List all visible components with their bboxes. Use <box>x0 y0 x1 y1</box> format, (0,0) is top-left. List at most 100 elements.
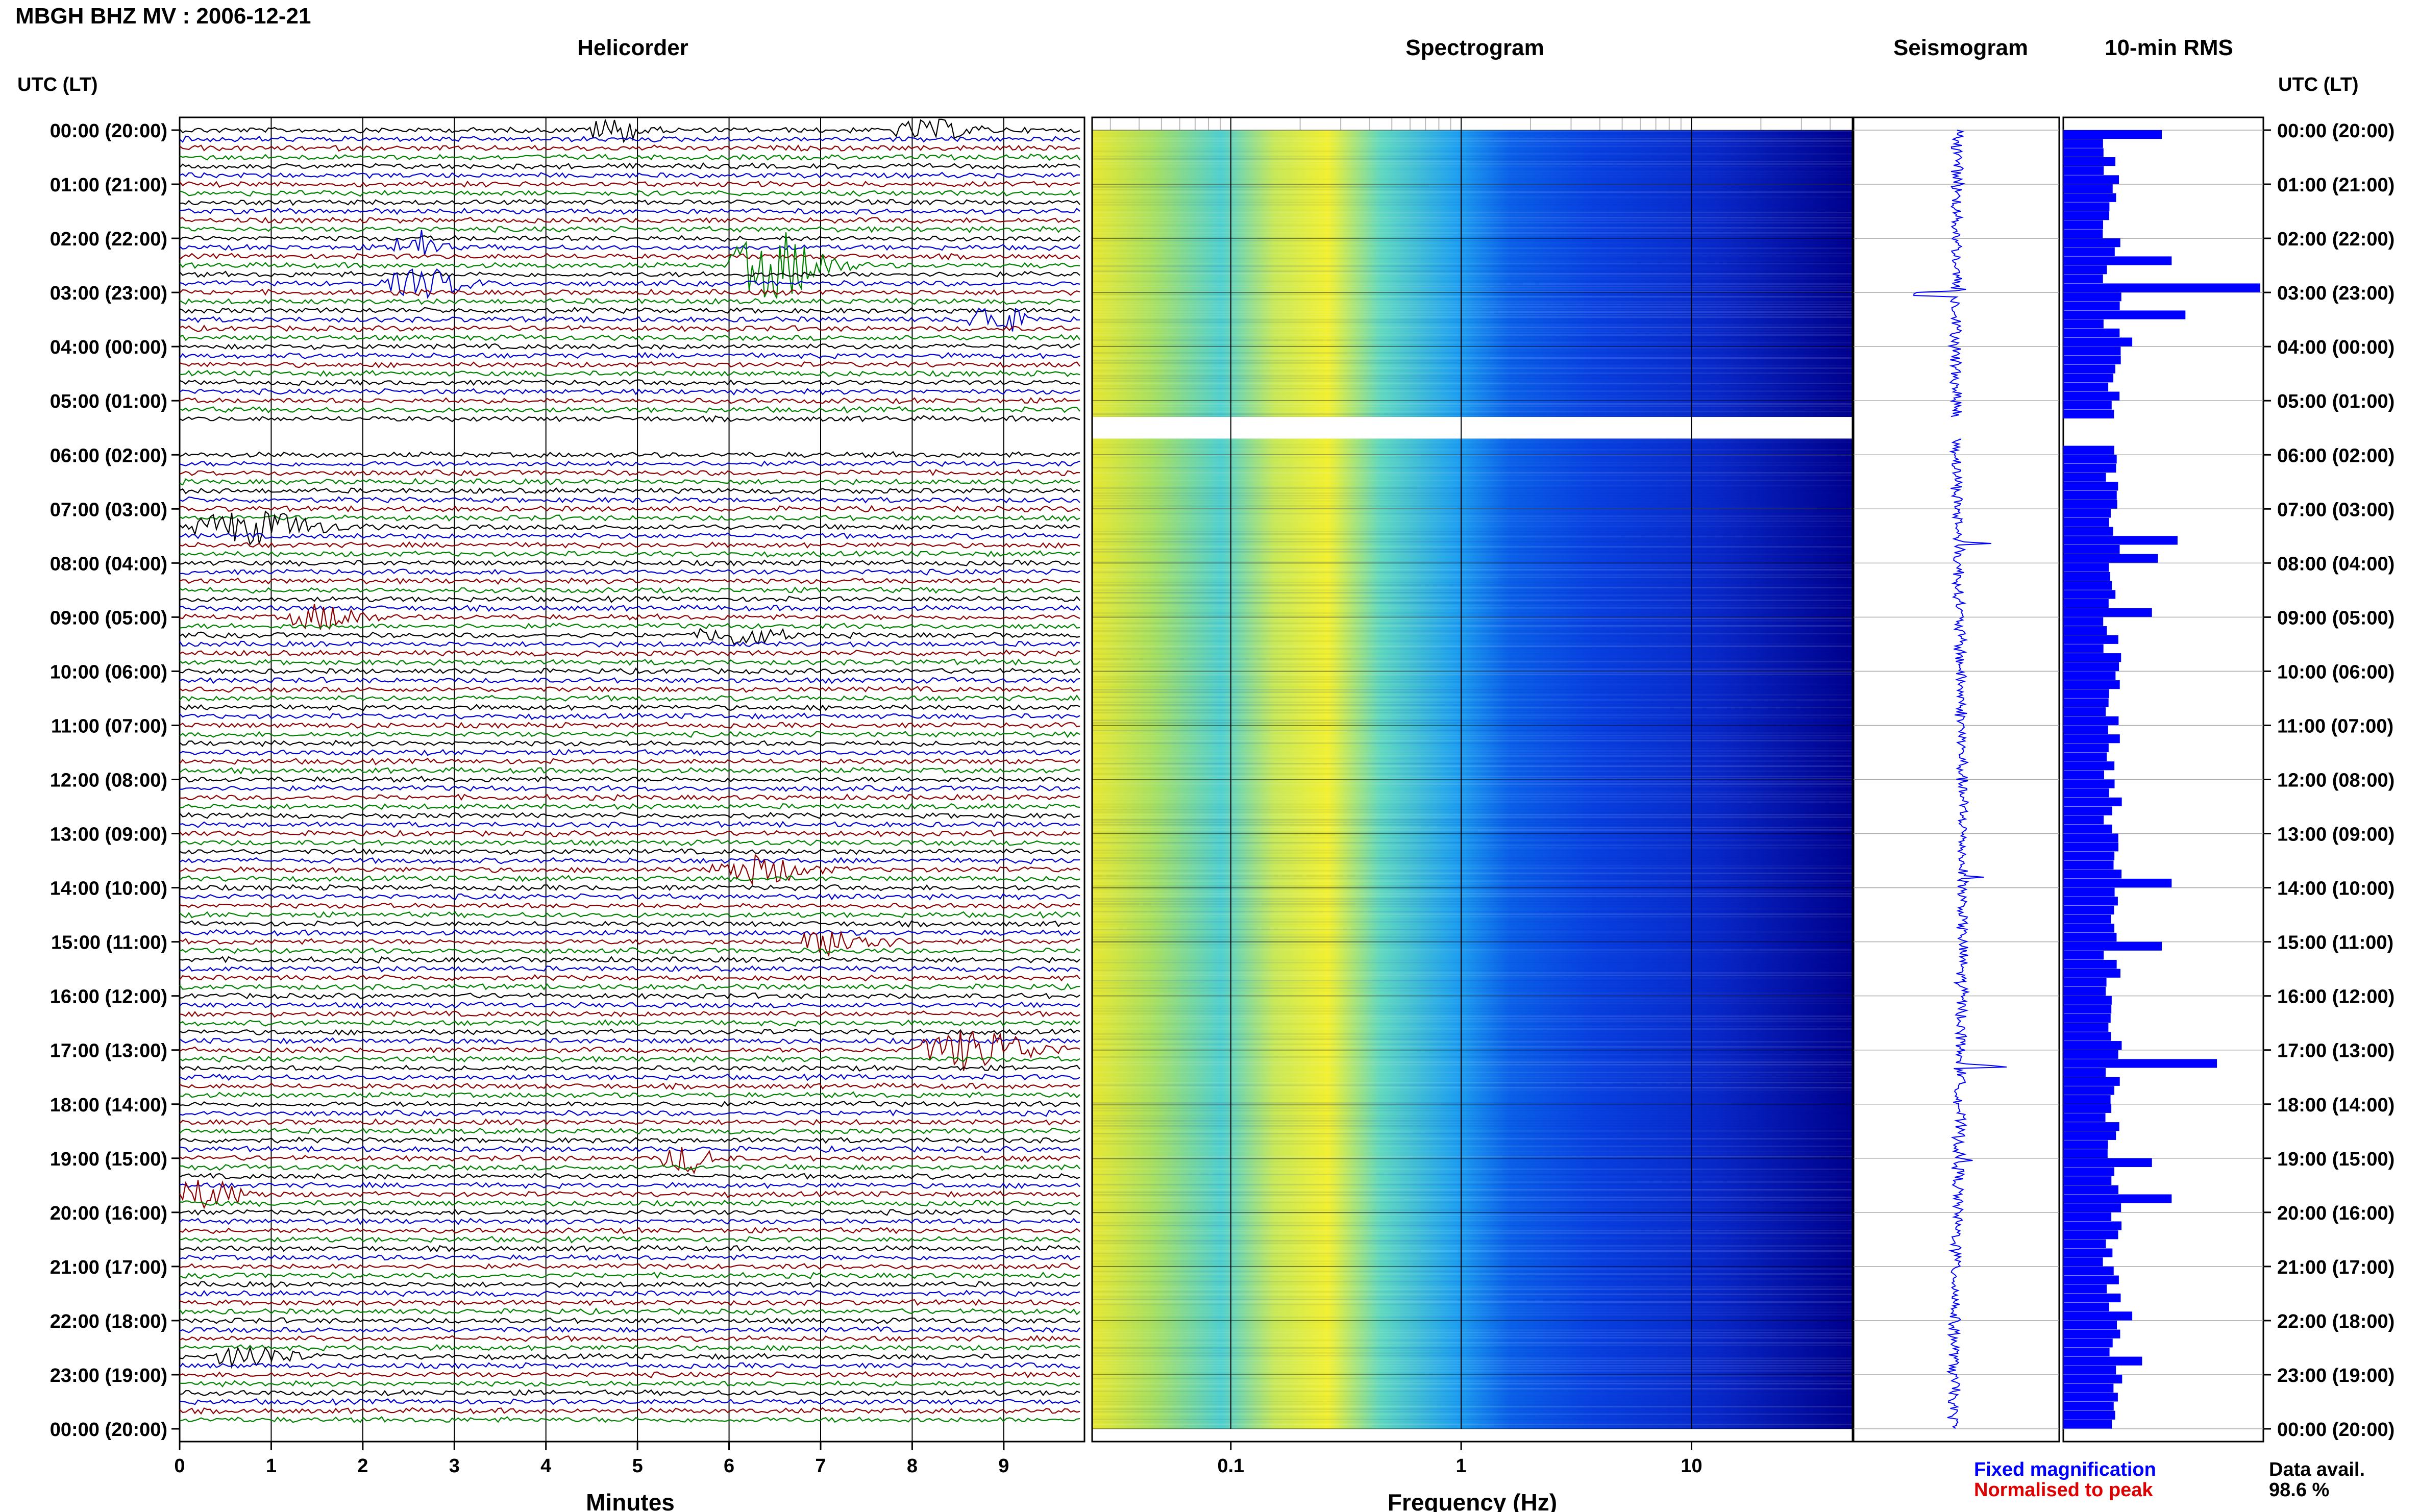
spectrogram-band <box>1092 765 1853 767</box>
spectrogram-band <box>1092 459 1853 461</box>
spectrogram-band <box>1092 1102 1853 1104</box>
spectrogram-band <box>1092 936 1853 938</box>
rms-bar <box>2063 265 2107 275</box>
spectrogram-band <box>1092 209 1853 211</box>
spectrogram-band <box>1092 1054 1853 1055</box>
rms-bar <box>2063 1347 2110 1357</box>
spectrogram-panel <box>1091 116 1854 1443</box>
helicorder-trace <box>179 550 1080 558</box>
helicorder-trace <box>179 1147 1080 1175</box>
helicorder-trace <box>179 288 1080 296</box>
spectrogram-band <box>1092 1148 1853 1150</box>
time-tick-label-right: 03:00 (23:00) <box>2277 283 2395 304</box>
rms-bar <box>2063 1410 2115 1420</box>
time-tick-label-left: 12:00 (08:00) <box>50 770 167 791</box>
rms-bar <box>2063 887 2115 897</box>
spectrogram-band <box>1092 750 1853 752</box>
helicorder-trace <box>179 1001 1080 1009</box>
spectrogram-band <box>1092 730 1853 731</box>
spectrogram-band <box>1092 311 1853 313</box>
time-tick-label-left: 14:00 (10:00) <box>50 878 167 900</box>
spectrogram-band <box>1092 538 1853 540</box>
spectrogram-band <box>1092 778 1853 780</box>
spectrogram-band <box>1092 1010 1853 1012</box>
spectrogram-band <box>1092 1263 1853 1265</box>
spectrogram-band <box>1092 1286 1853 1287</box>
spectrogram-band <box>1092 133 1853 134</box>
spectrogram-band <box>1092 890 1853 892</box>
spectrogram-band <box>1092 1133 1853 1134</box>
spectrogram-band <box>1092 362 1853 364</box>
time-tick-label-right: 12:00 (08:00) <box>2277 770 2395 791</box>
spectrogram-band <box>1092 653 1853 655</box>
minute-tick-label: 6 <box>724 1455 734 1477</box>
spectrogram-band <box>1092 666 1853 667</box>
minute-tick-label: 5 <box>632 1455 643 1477</box>
spectrogram-band <box>1092 163 1853 165</box>
helicorder-trace <box>179 992 1080 1000</box>
spectrogram-band <box>1092 600 1853 601</box>
time-tick-label-left: 13:00 (09:00) <box>50 824 167 846</box>
spectrogram-band <box>1092 998 1853 999</box>
spectrogram-band <box>1092 508 1853 509</box>
rms-bar <box>2063 842 2118 852</box>
rms-bar <box>2063 175 2119 184</box>
spectrogram-band <box>1092 564 1853 565</box>
legend-fixed-magnification: Fixed magnification <box>1974 1459 2156 1480</box>
spectrogram-band <box>1092 987 1853 989</box>
spectrogram-band <box>1092 1028 1853 1030</box>
spectrogram-band <box>1092 990 1853 992</box>
rms-bar <box>2063 455 2117 464</box>
spectrogram-band <box>1092 1220 1853 1221</box>
helicorder-trace <box>179 1271 1080 1279</box>
spectrogram-band <box>1092 615 1853 616</box>
spectrogram-band <box>1092 589 1853 591</box>
spectrogram-band <box>1092 893 1853 895</box>
spectrogram-band <box>1092 212 1853 213</box>
helicorder-trace <box>179 180 1080 188</box>
rms-bar <box>2063 653 2121 662</box>
rms-bar <box>2063 364 2115 374</box>
rms-bar <box>2063 1239 2106 1249</box>
spectrogram-band <box>1092 304 1853 305</box>
minute-tick-label: 0 <box>174 1455 185 1477</box>
rms-bar <box>2063 391 2120 401</box>
spectrogram-band <box>1092 768 1853 770</box>
frequency-tick-label: 10 <box>1681 1455 1702 1477</box>
helicorder-trace <box>179 1064 1080 1072</box>
rms-bar <box>2063 698 2109 707</box>
spectrogram-band <box>1092 293 1853 295</box>
rms-bar <box>2063 878 2172 888</box>
spectrogram-band <box>1092 148 1853 150</box>
spectrogram-band <box>1092 947 1853 948</box>
time-tick-label-right: 17:00 (13:00) <box>2277 1040 2395 1062</box>
helicorder-trace <box>179 1181 1080 1189</box>
time-tick-label-left: 03:00 (23:00) <box>50 283 167 304</box>
helicorder-trace <box>179 722 1080 729</box>
spectrogram-band <box>1092 360 1853 361</box>
time-tick-label-right: 06:00 (02:00) <box>2277 445 2395 466</box>
time-tick-label-right: 22:00 (18:00) <box>2277 1311 2395 1332</box>
spectrogram-band <box>1092 758 1853 759</box>
rms-bar <box>2063 1149 2108 1158</box>
spectrogram-band <box>1092 806 1853 808</box>
spectrogram-band <box>1092 240 1853 241</box>
rms-bar <box>2063 752 2107 761</box>
helicorder-trace <box>179 947 1080 955</box>
time-tick-label-left: 21:00 (17:00) <box>50 1257 167 1278</box>
spectrogram-band <box>1092 623 1853 624</box>
spectrogram-band <box>1092 732 1853 734</box>
helicorder-trace <box>179 162 1080 170</box>
spectrogram-band <box>1092 390 1853 392</box>
spectrogram-band <box>1092 1181 1853 1183</box>
helicorder-trace <box>179 685 1080 693</box>
spectrogram-band <box>1092 1414 1853 1415</box>
spectrogram-band <box>1092 1391 1853 1392</box>
spectrogram-band <box>1092 847 1853 849</box>
helicorder-trace <box>179 902 1080 909</box>
spectrogram-band <box>1092 707 1853 708</box>
spectrogram-band <box>1092 929 1853 930</box>
spectrogram-band <box>1092 536 1853 537</box>
spectrogram-band <box>1092 1141 1853 1142</box>
helicorder-trace <box>179 1280 1080 1288</box>
